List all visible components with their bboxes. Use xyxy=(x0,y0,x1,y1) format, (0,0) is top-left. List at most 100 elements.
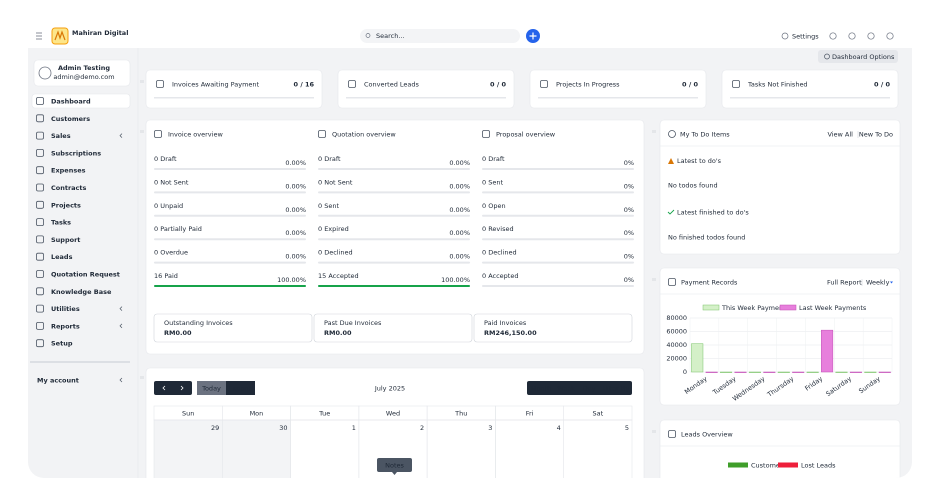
options-button[interactable] xyxy=(818,50,898,63)
menu-icon xyxy=(36,148,44,157)
menu-item[interactable]: Knowledge Base xyxy=(51,288,112,296)
status-percent: 0% xyxy=(624,182,634,190)
active-item xyxy=(31,93,131,109)
menu-item[interactable]: Sales xyxy=(51,132,71,140)
expand-label: Expand xyxy=(228,385,252,393)
status-track xyxy=(482,214,634,217)
menu-item[interactable]: Expenses xyxy=(51,167,86,175)
bar xyxy=(821,329,834,373)
menu-item[interactable]: Projects xyxy=(51,201,81,209)
full-report-link[interactable]: Full Report xyxy=(827,279,862,287)
leads-panel xyxy=(659,419,901,478)
nav-button[interactable] xyxy=(154,381,192,395)
status-track xyxy=(318,191,470,194)
view-all-link[interactable]: View All xyxy=(827,131,853,139)
bar xyxy=(835,371,848,373)
stat-icon xyxy=(156,80,164,88)
status-track xyxy=(482,261,634,264)
user-card xyxy=(33,59,131,87)
header-icon[interactable] xyxy=(829,32,837,40)
legend-label: Lost Leads xyxy=(801,462,836,470)
menu-item[interactable]: Customers xyxy=(51,115,90,123)
menu-item[interactable]: Subscriptions xyxy=(51,149,101,157)
menu-icon xyxy=(36,235,44,244)
options-icon xyxy=(824,53,830,60)
settings-icon[interactable] xyxy=(781,32,789,40)
legend-label: This Week Payments xyxy=(721,304,790,312)
user-email: admin@demo.com xyxy=(53,73,114,81)
stat-value: 0 / 16 xyxy=(294,81,315,89)
tooltip xyxy=(377,458,412,472)
settings-link[interactable]: Settings xyxy=(792,33,819,41)
today-button[interactable] xyxy=(197,381,226,395)
menu-item[interactable]: Quotation Request xyxy=(51,271,120,279)
menu-item[interactable]: Reports xyxy=(51,322,80,330)
bar xyxy=(864,371,877,373)
bar xyxy=(792,371,805,373)
tooltip-label: Notes xyxy=(385,462,404,470)
day-cell xyxy=(563,419,633,478)
date: 2 xyxy=(420,424,424,432)
bar xyxy=(763,371,776,373)
status-track xyxy=(482,191,634,194)
bar xyxy=(806,371,819,373)
stat-track xyxy=(154,97,314,99)
stat-card xyxy=(721,69,899,109)
todo-icon xyxy=(668,130,676,138)
overview-icon xyxy=(154,130,162,138)
view-button[interactable]: Filter By xyxy=(603,385,630,393)
stat-icon xyxy=(732,80,740,88)
account-menu[interactable]: My account xyxy=(37,377,79,385)
menu-item[interactable]: Tasks xyxy=(51,219,71,227)
status-label: 16 Paid xyxy=(154,272,178,280)
header-icon[interactable] xyxy=(867,32,875,40)
new-todo-link[interactable]: New To Do xyxy=(859,131,893,139)
empty-note: No todos found xyxy=(668,182,718,190)
y-tick-label: 0 xyxy=(683,368,687,376)
status-percent: 0.00% xyxy=(285,229,306,237)
search-box[interactable] xyxy=(360,29,520,43)
status-label: 0 Sent xyxy=(318,202,339,210)
status-label: 0 Not Sent xyxy=(318,178,353,186)
view-button[interactable]: Week xyxy=(557,385,575,393)
status-track xyxy=(318,238,470,241)
view-button[interactable]: Month xyxy=(531,385,551,393)
header-icon[interactable] xyxy=(886,32,894,40)
status-label: 0 Declined xyxy=(482,249,517,257)
status-label: 0 Expired xyxy=(318,225,349,233)
period-select[interactable]: Weekly xyxy=(866,279,890,287)
menu-item[interactable]: Contracts xyxy=(51,184,87,192)
menu-icon xyxy=(36,200,44,209)
calendar-title: July 2025 xyxy=(374,385,405,393)
todo-panel xyxy=(659,119,901,255)
status-label: 0 Draft xyxy=(482,155,505,163)
status-track xyxy=(318,168,470,170)
menu-item[interactable]: Dashboard xyxy=(51,98,91,106)
latest-heading: Latest to do's xyxy=(677,157,722,165)
total-box xyxy=(473,313,633,343)
status-track xyxy=(318,261,470,264)
status-percent: 0.00% xyxy=(449,206,470,214)
bar xyxy=(691,343,704,373)
status-label: 0 Accepted xyxy=(482,272,518,280)
stat-track xyxy=(730,97,890,99)
total-amount: RM246,150.00 xyxy=(484,329,537,337)
total-label: Paid Invoices xyxy=(484,319,527,327)
drag-handle xyxy=(652,278,656,281)
menu-icon xyxy=(36,131,44,140)
header-icon[interactable] xyxy=(848,32,856,40)
menu-item[interactable]: Leads xyxy=(51,253,73,261)
legend-label: Customer xyxy=(751,462,783,470)
expand-button[interactable] xyxy=(226,381,255,395)
add-plus xyxy=(529,32,537,40)
status-label: 0 Draft xyxy=(318,155,341,163)
menu-item[interactable]: Setup xyxy=(51,340,73,348)
menu-item[interactable]: Support xyxy=(51,236,80,244)
status-label: 0 Overdue xyxy=(154,249,188,257)
status-percent: 0.00% xyxy=(285,253,306,261)
view-button[interactable]: Day xyxy=(583,385,596,393)
menu-item[interactable]: Utilities xyxy=(51,305,80,313)
total-box xyxy=(153,313,313,343)
legend-swatch xyxy=(779,304,797,311)
